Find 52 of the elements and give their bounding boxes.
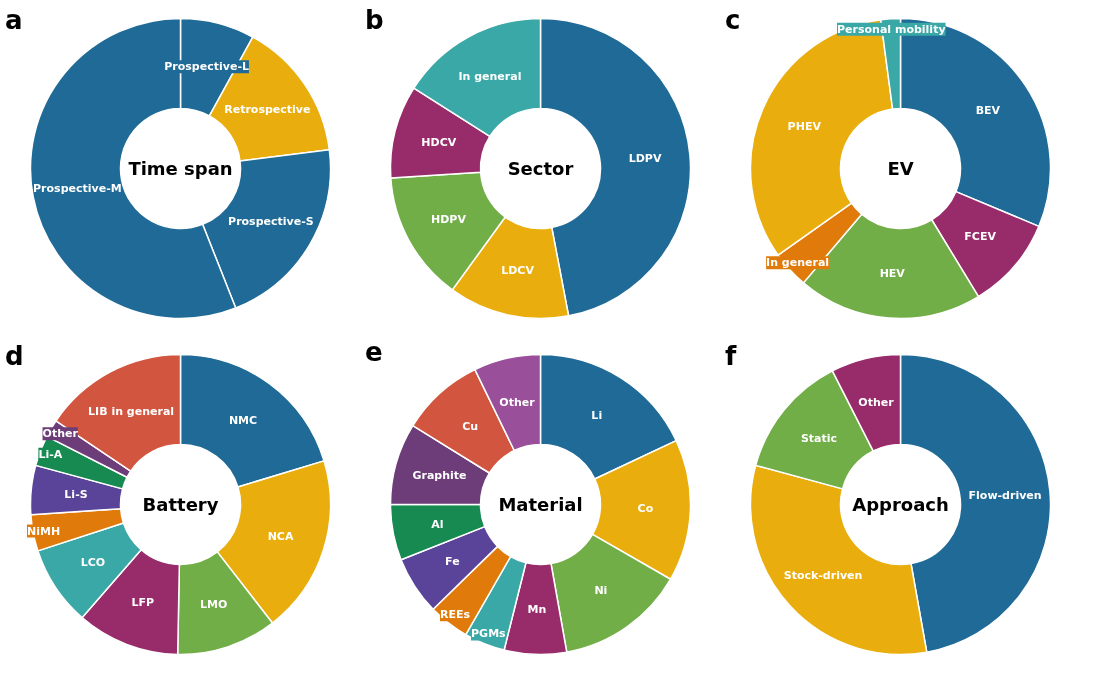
slice-label: NiMH <box>26 524 61 538</box>
slice-label: HEV <box>879 266 906 280</box>
slice-label: Co <box>637 502 654 516</box>
slice-label: PHEV <box>787 120 822 133</box>
slice-label: Fe <box>445 555 460 569</box>
slice-label: FCEV <box>964 230 997 244</box>
text: Sector <box>507 158 574 179</box>
slice-label: NCA <box>267 529 294 543</box>
slice-label: Retrospective <box>224 102 311 116</box>
slice-label: HDPV <box>431 212 467 226</box>
slice-label: Li-S <box>64 487 88 501</box>
slice-label: In general <box>766 256 830 270</box>
slice-label: Li <box>591 409 603 423</box>
slice-label: Li-A <box>38 447 63 461</box>
slice-label: Other <box>858 395 895 409</box>
text: EV <box>887 158 914 179</box>
slice-label: Mn <box>527 602 547 616</box>
slice-label: Static <box>800 431 838 445</box>
slice-label: Prospective-S <box>228 215 314 229</box>
text: c <box>725 5 741 35</box>
text: Time span <box>128 158 233 179</box>
text: e <box>365 337 383 367</box>
slice-label: Other <box>42 427 79 441</box>
slice-label: LMO <box>199 597 228 611</box>
text: Battery <box>142 494 219 515</box>
slice-label: LIB in general <box>88 405 175 419</box>
text: b <box>365 5 384 35</box>
text: a <box>5 5 23 35</box>
slice-label: Prospective-M <box>33 181 122 195</box>
slice-label: LDCV <box>501 264 535 278</box>
slice-label: Flow-driven <box>968 488 1042 502</box>
slice-label: Al <box>431 517 444 531</box>
slice-label: PGMs <box>471 627 507 641</box>
slice-label: LDPV <box>628 152 662 166</box>
slice-label: In general <box>458 69 522 83</box>
slice-label: NMC <box>228 413 258 427</box>
slice-label: REEs <box>439 608 471 622</box>
slice-label: Prospective-L <box>164 60 249 74</box>
slice-label: Personal mobility <box>837 22 946 36</box>
text: Material <box>498 494 583 515</box>
slice-label: Stock-driven <box>783 568 863 582</box>
slice-label: LCO <box>80 555 106 569</box>
slice-label: Graphite <box>412 469 467 483</box>
slice-label: LFP <box>131 595 155 609</box>
slice-label: HDCV <box>421 135 457 149</box>
slice-label: BEV <box>975 103 1001 117</box>
text: d <box>5 341 24 371</box>
slice-label: Other <box>499 395 536 409</box>
text: Approach <box>852 494 949 515</box>
slice-label: Cu <box>462 420 479 434</box>
text: f <box>725 341 737 371</box>
slice-label: Ni <box>594 583 608 597</box>
